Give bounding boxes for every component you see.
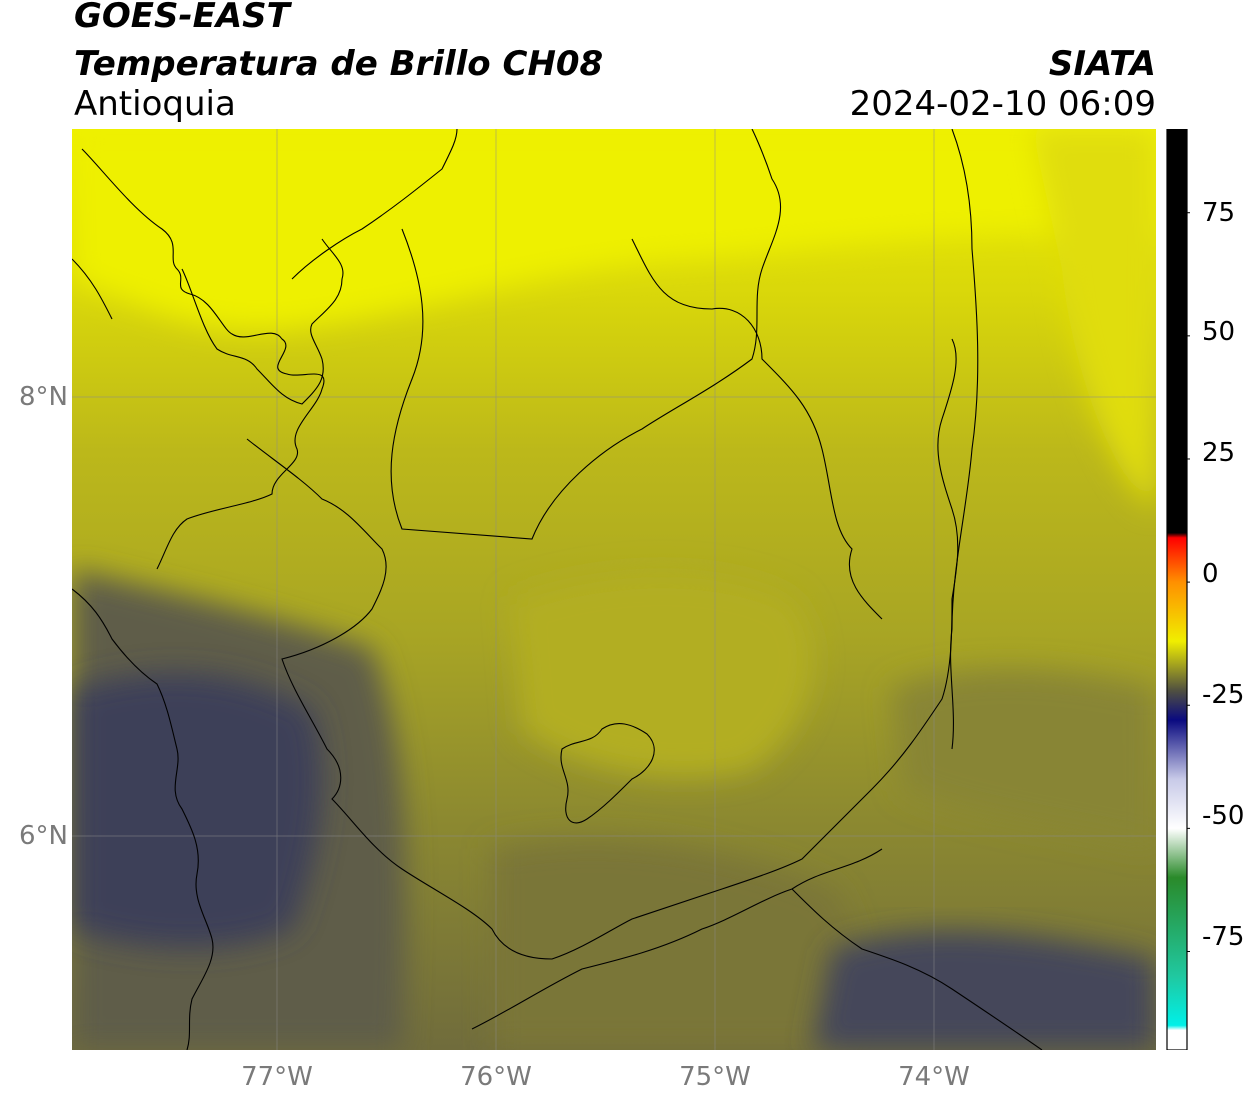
- temperature-colorbar: [1166, 129, 1190, 1050]
- field-cool-east: [892, 670, 1156, 849]
- lon-label-77: 77°W: [241, 1062, 313, 1092]
- colorbar-label-neg50: -50: [1202, 801, 1245, 831]
- boundary-bolivar: [631, 238, 883, 620]
- graticule: [72, 129, 1156, 1050]
- timestamp-label: 2024-02-10 06:09: [849, 84, 1156, 124]
- boundary-southern: [791, 888, 1043, 1050]
- field-cool-south: [492, 839, 856, 1050]
- colorbar-label-25: 25: [1202, 438, 1236, 468]
- boundary-aburra-valley: [560, 723, 655, 824]
- field-warm-northeast: [1032, 129, 1156, 509]
- title-satellite: GOES-EAST: [74, 0, 290, 36]
- lon-label-75: 75°W: [679, 1062, 751, 1092]
- boundary-antioquia: [246, 338, 959, 960]
- coastline-pacific: [72, 588, 214, 1050]
- organization-label: SIATA: [1048, 44, 1156, 84]
- boundary-cordoba: [390, 129, 782, 540]
- coastline-darien: [291, 129, 458, 280]
- colorbar-label-50: 50: [1202, 317, 1236, 347]
- field-warm-north: [72, 129, 1156, 330]
- colorbar-label-0: 0: [1202, 559, 1219, 589]
- colorbar-fill: [1166, 129, 1188, 1050]
- coastline-caribbean: [81, 148, 325, 570]
- colorbar-label-75: 75: [1202, 198, 1236, 228]
- region-label: Antioquia: [74, 84, 236, 124]
- boundary-santander: [950, 129, 979, 750]
- title-product: Temperatura de Brillo CH08: [74, 44, 604, 84]
- boundary-caldas: [471, 848, 883, 1030]
- lon-label-74: 74°W: [898, 1062, 970, 1092]
- colorbar-label-neg75: -75: [1202, 922, 1245, 952]
- field-cold-southwest: [72, 672, 323, 948]
- brightness-temperature-map: [72, 129, 1156, 1050]
- field-cold-southeast: [812, 930, 1156, 1050]
- boundary-choco: [72, 258, 113, 320]
- colorbar-label-neg25: -25: [1202, 680, 1245, 710]
- lon-label-76: 76°W: [460, 1062, 532, 1092]
- field-warm-interior: [512, 572, 813, 777]
- lat-label-6: 6°N: [19, 821, 68, 851]
- lat-label-8: 8°N: [19, 382, 68, 412]
- coastline-uraba-gulf: [181, 238, 344, 405]
